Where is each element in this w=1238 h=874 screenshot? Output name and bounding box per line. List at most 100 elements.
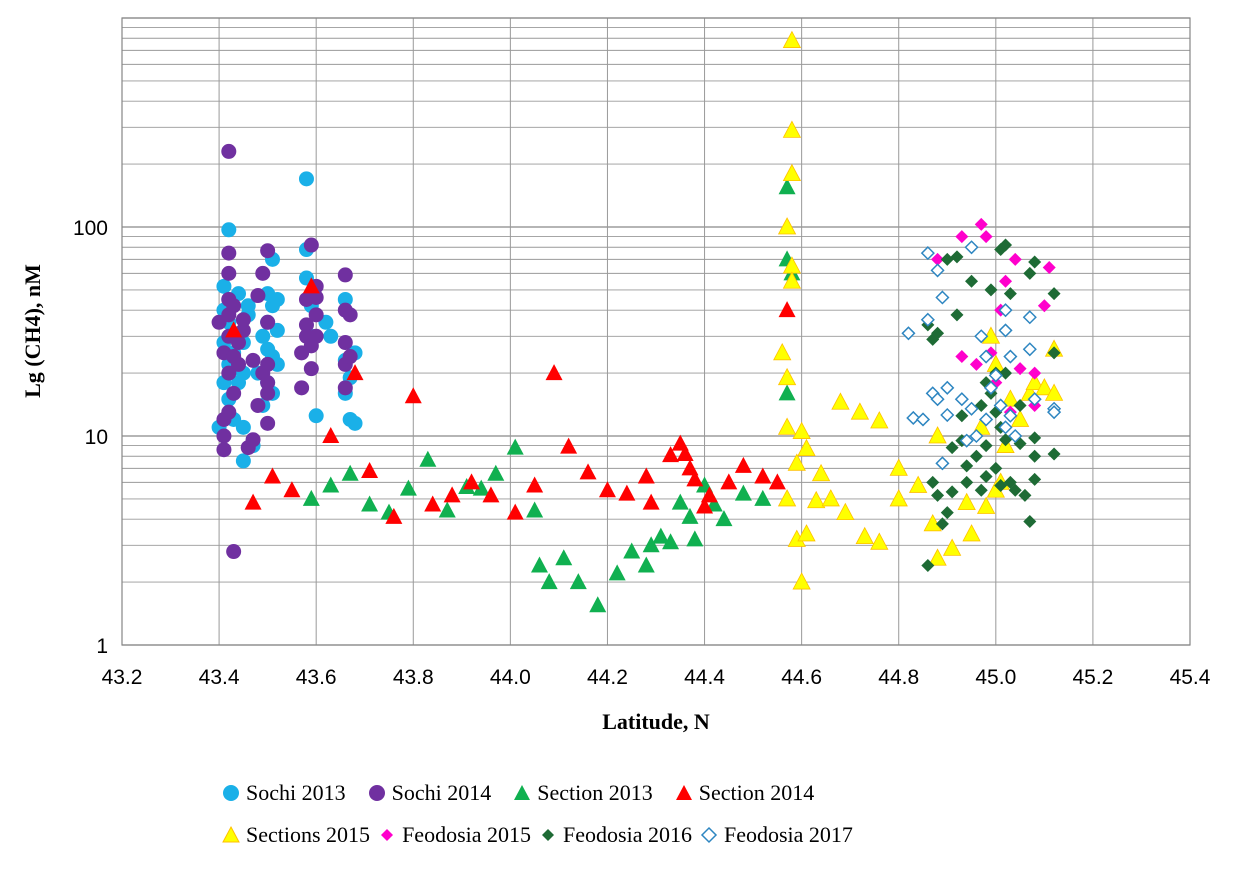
legend-item-sochi-2013: Sochi 2013 (220, 780, 346, 806)
legend-label: Sochi 2013 (246, 780, 346, 805)
data-point-feodosia-2016 (1047, 346, 1061, 360)
legend-label: Feodosia 2016 (563, 822, 692, 847)
circle-marker-icon (368, 785, 385, 801)
series-feodosia-2017 (901, 240, 1062, 471)
circle-marker-icon (223, 785, 239, 801)
data-point-sochi-2014 (308, 289, 324, 305)
data-point-sochi-2014 (216, 428, 232, 444)
data-point-sochi-2014 (255, 265, 271, 281)
data-point-section-2014 (676, 445, 694, 462)
scatter-chart: 43.2 43.4 43.6 43.8 44.0 44.2 44.4 44.6 44.8 45.0… (20, 17, 1211, 734)
data-point-section-2013 (754, 489, 772, 506)
legend-item-feodosia-2016: Feodosia 2016 (537, 822, 692, 848)
data-point-section-2014 (686, 470, 704, 487)
x-tick-label: 43.4 (199, 666, 240, 689)
data-point-section-2014 (225, 321, 243, 338)
data-point-feodosia-2016 (1028, 431, 1042, 445)
data-point-feodosia-2016 (955, 409, 969, 423)
legend-row: Sections 2015 Feodosia 2015 Feodosia 201… (220, 814, 1020, 856)
data-point-sections-2015 (821, 489, 840, 507)
diamond-marker-icon (542, 829, 555, 841)
y-tick-label: 10 (85, 426, 108, 449)
data-point-feodosia-2015 (931, 252, 945, 266)
data-point-section-2014 (346, 364, 364, 381)
legend-item-sections-2015: Sections 2015 (220, 822, 370, 848)
data-point-section-2014 (463, 473, 481, 490)
data-point-feodosia-2016 (994, 478, 1008, 492)
data-point-sections-2015 (1035, 377, 1054, 396)
data-point-feodosia-2015 (1013, 362, 1027, 376)
data-point-feodosia-2017 (969, 428, 984, 444)
data-point-feodosia-2017 (1027, 392, 1042, 407)
diamond-marker-icon (700, 826, 718, 844)
data-point-sochi-2014 (342, 349, 358, 365)
data-point-section-2014 (598, 481, 616, 498)
triangle-marker-icon (675, 785, 692, 800)
x-tick-label: 44.6 (781, 666, 822, 689)
y-axis-title: Lg (CH4), nM (20, 264, 45, 398)
data-point-sections-2015 (928, 548, 947, 566)
data-point-sections-2015 (855, 526, 874, 545)
data-point-section-2013 (438, 501, 456, 518)
data-point-sections-2015 (831, 392, 850, 410)
data-point-feodosia-2016 (935, 517, 949, 531)
data-point-sochi-2013 (240, 298, 256, 314)
data-point-feodosia-2017 (954, 392, 969, 407)
data-point-sochi-2013 (216, 278, 232, 294)
x-tick-label: 44.0 (490, 666, 531, 689)
data-point-section-2014 (734, 456, 752, 473)
data-point-sochi-2014 (235, 312, 251, 328)
data-point-section-2014 (302, 277, 320, 294)
data-point-sochi-2014 (260, 243, 276, 259)
data-point-sochi-2013 (298, 171, 314, 187)
data-point-section-2013 (341, 464, 359, 481)
data-point-sochi-2013 (235, 419, 251, 435)
data-point-section-2013 (589, 596, 607, 613)
data-point-section-2013 (623, 542, 641, 559)
data-point-section-2013 (569, 573, 587, 590)
x-tick-label: 45.0 (975, 666, 1016, 689)
data-point-section-2013 (361, 495, 379, 512)
data-point-sochi-2014 (303, 361, 319, 377)
legend: Sochi 2013 Sochi 2014 Section 2013 Secti… (220, 772, 1020, 856)
data-point-feodosia-2016 (965, 274, 979, 288)
data-point-section-2013 (530, 556, 548, 573)
data-point-sochi-2014 (221, 365, 237, 381)
data-point-sochi-2014 (342, 307, 358, 323)
data-point-sections-2015 (777, 217, 797, 235)
data-point-sections-2015 (870, 411, 889, 429)
data-point-feodosia-2016 (999, 366, 1013, 380)
data-point-sections-2015 (889, 458, 908, 476)
data-point-feodosia-2016 (921, 559, 935, 573)
data-point-section-2014 (778, 301, 796, 318)
x-axis-tick-labels: 43.2 43.4 43.6 43.8 44.0 44.2 44.4 44.6 44.8 45.0… (102, 666, 1211, 689)
data-point-section-2014 (244, 493, 262, 510)
x-tick-label: 43.2 (102, 666, 143, 689)
data-point-sochi-2014 (245, 352, 261, 368)
data-point-sochi-2014 (260, 314, 276, 330)
data-point-section-2013 (322, 476, 340, 493)
data-point-feodosia-2016 (1018, 488, 1032, 502)
data-point-feodosia-2016 (1028, 472, 1042, 486)
data-point-sections-2015 (797, 438, 816, 457)
data-point-sochi-2013 (337, 291, 353, 307)
data-point-section-2013 (487, 464, 505, 481)
data-point-section-2014 (560, 437, 578, 454)
data-point-sochi-2014 (226, 385, 242, 401)
data-point-sochi-2014 (226, 544, 242, 560)
data-point-sochi-2014 (337, 335, 353, 351)
data-point-section-2014 (482, 486, 500, 503)
data-point-feodosia-2017 (901, 326, 916, 341)
data-point-section-2014 (385, 507, 403, 524)
data-point-section-2014 (263, 467, 281, 484)
data-point-feodosia-2016 (989, 461, 1003, 475)
data-point-sections-2015 (782, 163, 802, 182)
data-point-sections-2015 (1044, 383, 1064, 401)
data-point-section-2013 (734, 484, 752, 501)
data-point-feodosia-2015 (955, 230, 969, 244)
data-point-feodosia-2017 (998, 420, 1013, 435)
data-point-feodosia-2016 (969, 449, 983, 463)
data-point-feodosia-2016 (979, 470, 993, 484)
data-point-feodosia-2015 (974, 217, 988, 231)
data-point-section-2013 (778, 178, 796, 195)
